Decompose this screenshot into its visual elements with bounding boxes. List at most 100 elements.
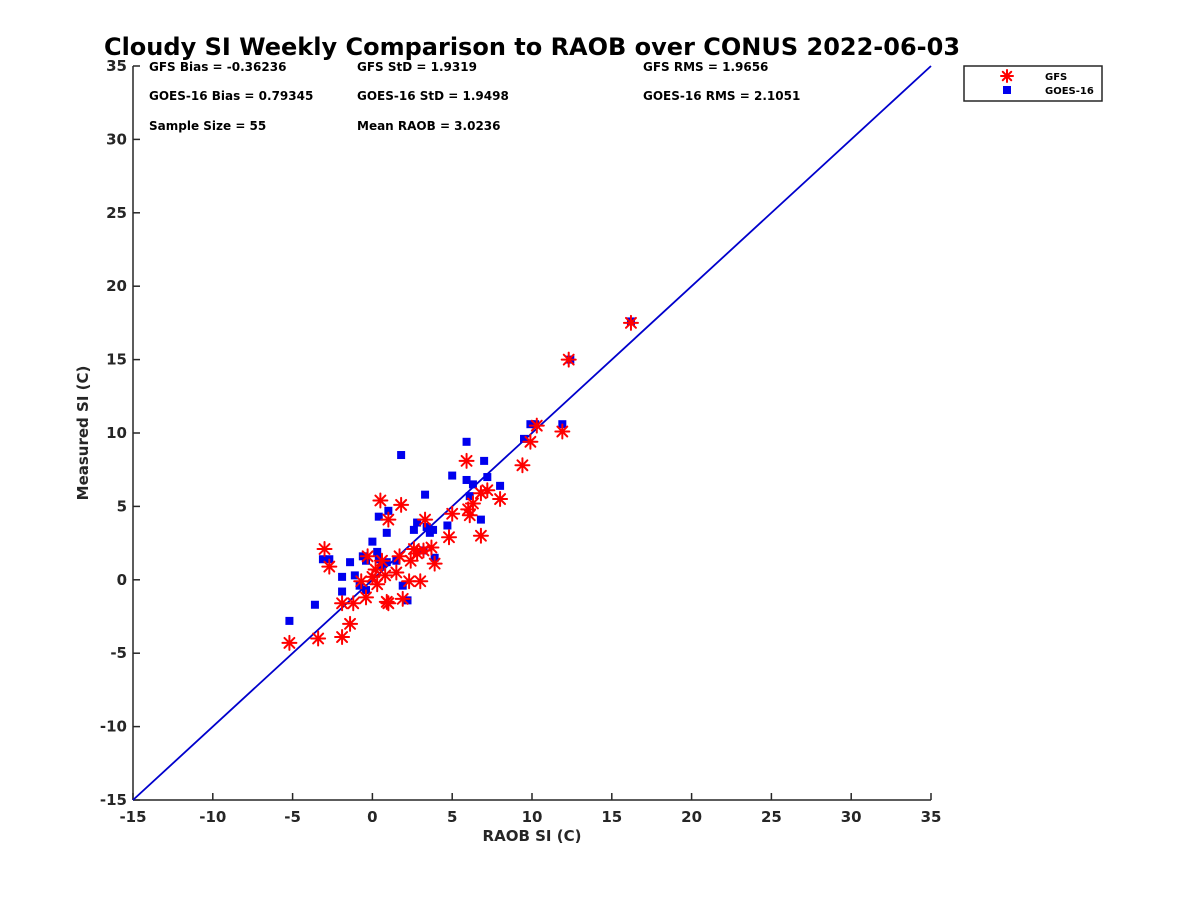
gfs-point — [359, 548, 376, 565]
goes16-point — [448, 471, 457, 480]
gfs-point — [401, 573, 418, 590]
gfs-point — [528, 417, 545, 434]
gfs-point — [522, 433, 539, 450]
gfs-point — [560, 351, 577, 368]
goes16-point — [398, 581, 407, 590]
goes16-point — [413, 518, 422, 527]
goes16-point — [318, 555, 327, 564]
stat-gfs-bias: GFS Bias = -0.36236 — [149, 60, 286, 74]
gfs-point — [461, 507, 478, 524]
goes16-point — [355, 581, 364, 590]
stat-sample-size: Sample Size = 55 — [149, 119, 266, 133]
one-to-one-line — [132, 65, 932, 801]
gfs-point — [388, 564, 405, 581]
stat-goes-bias: GOES-16 Bias = 0.79345 — [149, 89, 313, 103]
goes16-point — [468, 480, 477, 489]
gfs-point — [342, 615, 359, 632]
goes16-point — [526, 420, 535, 429]
goes16-point — [462, 475, 471, 484]
gfs-point — [380, 511, 397, 528]
gfs-point — [321, 558, 338, 575]
legend-marker-gfs — [1000, 69, 1014, 83]
legend-label: GFS — [1045, 72, 1067, 83]
plot-area: -15 -10 -5 0 5 10 15 20 25 30 35 -15 -10 -5 0 5 10 15 20 2… — [100, 57, 942, 826]
series-layer — [281, 314, 639, 651]
stat-goes-std: GOES-16 StD = 1.9498 — [357, 89, 509, 103]
goes16-point — [520, 434, 529, 443]
gfs-point — [334, 629, 351, 646]
stat-goes-rms: GOES-16 RMS = 2.1051 — [643, 89, 800, 103]
y-tick-label: 20 — [106, 277, 127, 295]
x-tick-label: -10 — [199, 808, 226, 826]
goes16-point — [465, 492, 474, 501]
y-ticks: -15 -10 -5 0 5 10 15 20 25 30 35 — [100, 57, 140, 809]
goes16-point — [368, 537, 377, 546]
goes16-point — [373, 547, 382, 556]
x-tick-label: 10 — [522, 808, 543, 826]
series-goes-16 — [285, 317, 635, 625]
x-tick-label: 30 — [841, 808, 862, 826]
gfs-point — [373, 552, 390, 569]
stat-gfs-std: GFS StD = 1.9319 — [357, 60, 477, 74]
legend-box — [963, 65, 1103, 102]
goes16-point — [285, 616, 294, 625]
y-tick-label: -10 — [100, 718, 127, 736]
gfs-point — [622, 314, 639, 331]
gfs-point — [310, 630, 327, 647]
legend-items: GFS GOES-16 — [1000, 69, 1094, 97]
gfs-point — [369, 576, 386, 593]
y-tick-label: 25 — [106, 204, 127, 222]
y-tick-label: 5 — [117, 497, 127, 515]
goes16-point — [403, 596, 412, 605]
goes16-point — [382, 528, 391, 537]
goes16-point — [374, 512, 383, 521]
goes16-point — [429, 525, 438, 534]
gfs-point — [377, 567, 394, 584]
goes16-point — [462, 437, 471, 446]
goes16-point — [384, 506, 393, 515]
gfs-point — [358, 589, 375, 606]
goes16-point — [338, 572, 347, 581]
gfs-point — [394, 590, 411, 607]
gfs-point — [417, 511, 434, 528]
legend-label: GOES-16 — [1045, 86, 1094, 97]
gfs-point — [554, 423, 571, 440]
stat-mean-raob: Mean RAOB = 3.0236 — [357, 119, 501, 133]
x-tick-label: -15 — [119, 808, 146, 826]
gfs-point — [444, 505, 461, 522]
gfs-point — [316, 540, 333, 557]
x-tick-label: 25 — [761, 808, 782, 826]
legend-marker-goes16 — [1003, 86, 1011, 94]
y-tick-label: 0 — [117, 571, 127, 589]
goes16-point — [496, 481, 505, 490]
legend: GFS GOES-16 — [963, 65, 1103, 102]
chart-title: Cloudy SI Weekly Comparison to RAOB over… — [104, 33, 960, 61]
stats-block: GFS Bias = -0.36236 GFS StD = 1.9319 GFS… — [149, 60, 800, 133]
x-tick-label: 35 — [921, 808, 942, 826]
gfs-point — [514, 457, 531, 474]
gfs-point — [393, 496, 410, 513]
x-tick-label: -5 — [284, 808, 301, 826]
goes16-point — [350, 571, 359, 580]
goes16-point — [374, 555, 383, 564]
x-tick-label: 0 — [367, 808, 377, 826]
y-tick-label: 35 — [106, 57, 127, 75]
gfs-point — [441, 529, 458, 546]
series-gfs — [281, 314, 639, 651]
gfs-point — [472, 527, 489, 544]
goes16-point — [397, 451, 406, 460]
gfs-point — [458, 452, 475, 469]
x-axis-label: RAOB SI (C) — [483, 827, 582, 845]
gfs-point — [372, 492, 389, 509]
x-tick-label: 15 — [601, 808, 622, 826]
stat-gfs-rms: GFS RMS = 1.9656 — [643, 60, 768, 74]
gfs-point — [281, 634, 298, 651]
goes16-point — [483, 473, 492, 482]
x-ticks: -15 -10 -5 0 5 10 15 20 25 30 35 — [119, 793, 941, 826]
goes16-point — [409, 525, 418, 534]
gfs-point — [492, 491, 509, 508]
y-tick-label: 10 — [106, 424, 127, 442]
y-tick-label: -5 — [110, 644, 127, 662]
